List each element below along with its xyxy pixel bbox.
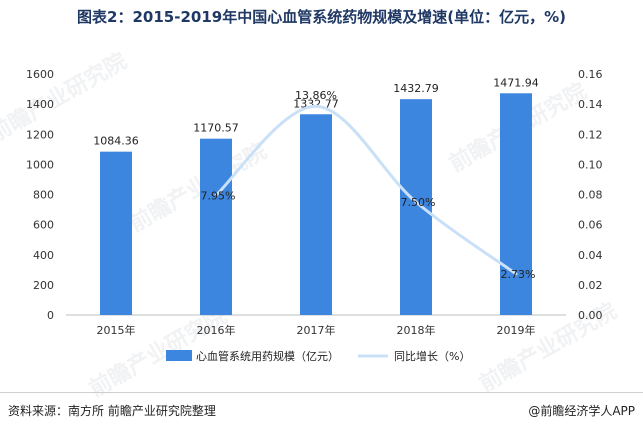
y-left-tick-label: 0 xyxy=(47,309,54,322)
legend-label-bar: 心血管系统用药规模（亿元） xyxy=(196,349,339,363)
y-right-tick-label: 0.14 xyxy=(578,98,603,111)
growth-value-label: 7.95% xyxy=(201,189,236,202)
y-left-tick-label: 200 xyxy=(33,279,54,292)
bar-value-label: 1170.57 xyxy=(193,122,239,135)
y-right-tick-label: 0.10 xyxy=(578,158,603,171)
bar xyxy=(400,99,432,315)
growth-point xyxy=(514,272,518,276)
source-note: 资料来源：南方所 前瞻产业研究院整理 xyxy=(8,404,216,418)
y-left-tick-label: 1200 xyxy=(26,128,54,141)
bar-value-label: 1084.36 xyxy=(93,135,139,148)
y-left-tick-label: 600 xyxy=(33,219,54,232)
chart-title: 图表2：2015-2019年中国心血管系统药物规模及增速(单位：亿元，%) xyxy=(77,8,566,26)
y-left-tick-label: 800 xyxy=(33,189,54,202)
x-tick-label: 2016年 xyxy=(197,323,236,337)
growth-point xyxy=(414,200,418,204)
bar-value-label: 1471.94 xyxy=(493,76,539,89)
brand-credit: @前瞻经济学人APP xyxy=(528,404,635,418)
x-tick-label: 2017年 xyxy=(297,323,336,337)
bar xyxy=(200,138,232,315)
y-right-tick-label: 0.16 xyxy=(578,68,603,81)
x-tick-label: 2018年 xyxy=(397,323,436,337)
legend-swatch-bar xyxy=(166,350,192,361)
y-right-tick-label: 0.00 xyxy=(578,309,603,322)
bar xyxy=(500,93,532,316)
bar-value-label: 1432.79 xyxy=(393,82,439,95)
y-left-tick-label: 1000 xyxy=(26,158,54,171)
growth-point xyxy=(314,104,318,108)
y-right-tick-label: 0.08 xyxy=(578,189,603,202)
growth-value-label: 2.73% xyxy=(501,268,536,281)
bar xyxy=(300,114,332,315)
x-tick-label: 2019年 xyxy=(497,323,536,337)
y-left-tick-label: 1600 xyxy=(26,68,54,81)
bar xyxy=(100,151,132,315)
y-left-tick-label: 400 xyxy=(33,249,54,262)
y-left-tick-label: 1400 xyxy=(26,98,54,111)
footer-divider xyxy=(0,392,643,393)
legend-label-line: 同比增长（%） xyxy=(394,349,470,363)
chart-svg: 0 200 400 600 800 1000 1200 1400 1600 0.00 0.02 0.0… xyxy=(26,68,603,363)
growth-value-label: 7.50% xyxy=(401,196,436,209)
y-right-tick-label: 0.06 xyxy=(578,219,603,232)
growth-point xyxy=(214,193,218,197)
y-right-tick-label: 0.04 xyxy=(578,249,603,262)
growth-value-label: 13.86% xyxy=(295,89,337,102)
y-right-tick-label: 0.02 xyxy=(578,279,603,292)
x-tick-label: 2015年 xyxy=(97,323,136,337)
growth-line xyxy=(214,104,517,276)
y-right-tick-label: 0.12 xyxy=(578,128,603,141)
